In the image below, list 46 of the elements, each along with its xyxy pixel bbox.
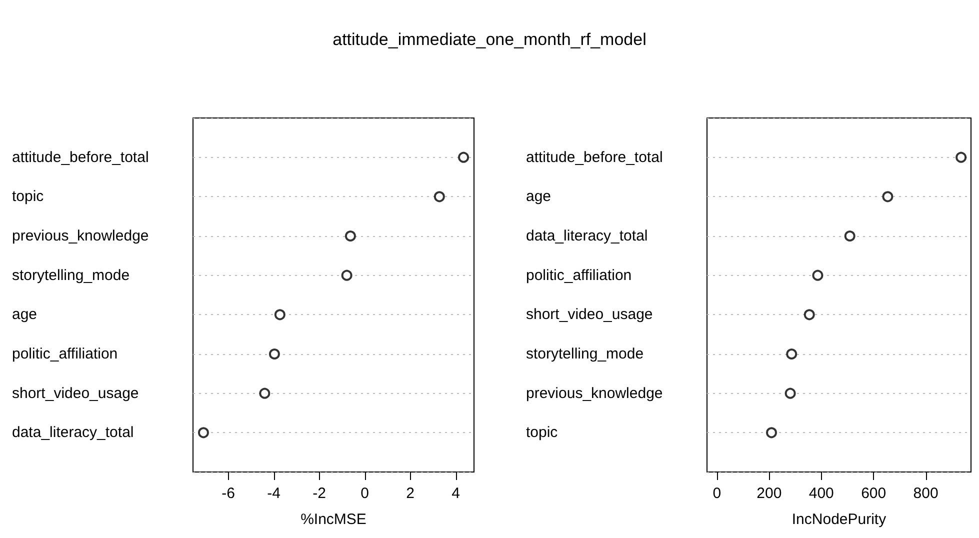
y-tick-label: short_video_usage — [526, 306, 653, 324]
y-tick-label: storytelling_mode — [526, 346, 644, 362]
y-tick-label: previous_knowledge — [526, 384, 663, 402]
point — [812, 270, 824, 281]
point — [274, 309, 286, 320]
x-tick-label: 0 — [360, 485, 369, 502]
point — [786, 348, 798, 360]
y-tick-label: attitude_before_total — [526, 148, 663, 166]
x-tick-label: -2 — [312, 485, 326, 502]
point — [784, 388, 796, 399]
x-tick-label: -4 — [267, 485, 280, 502]
point — [956, 152, 967, 163]
y-tick-label: previous_knowledge — [12, 228, 149, 244]
y-tick-label: topic — [12, 188, 44, 206]
point — [344, 230, 356, 242]
x-tick-label: 200 — [756, 485, 782, 502]
y-tick-label: short_video_usage — [12, 384, 139, 402]
x-axis-title: %IncMSE — [300, 511, 366, 528]
y-tick-label: attitude_before_total — [12, 148, 149, 166]
y-tick-label: politic_affiliation — [526, 266, 632, 284]
point — [198, 427, 209, 438]
point — [259, 388, 270, 399]
x-tick-label: 600 — [861, 485, 886, 502]
point — [458, 152, 470, 163]
x-tick-label: 800 — [913, 485, 938, 502]
x-tick-label: 0 — [712, 485, 722, 502]
point — [804, 309, 815, 320]
point — [882, 191, 894, 202]
y-tick-label: politic_affiliation — [12, 346, 118, 362]
y-tick-label: topic — [526, 424, 558, 442]
x-tick-label: -6 — [222, 485, 235, 502]
point — [341, 270, 352, 281]
y-tick-label: age — [526, 188, 552, 206]
point — [434, 191, 445, 202]
x-tick-label: 400 — [808, 485, 834, 502]
y-tick-label: data_literacy_total — [526, 228, 648, 244]
x-tick-label: 4 — [452, 485, 460, 502]
chart-title: attitude_immediate_one_month_rf_model — [332, 30, 648, 50]
point — [268, 348, 280, 360]
point — [766, 427, 777, 438]
point — [844, 230, 856, 242]
y-tick-label: age — [12, 306, 38, 324]
x-tick-label: 2 — [406, 485, 414, 502]
y-tick-label: storytelling_mode — [12, 266, 130, 284]
y-tick-label: data_literacy_total — [12, 424, 134, 442]
x-axis-title: IncNodePurity — [792, 511, 887, 528]
